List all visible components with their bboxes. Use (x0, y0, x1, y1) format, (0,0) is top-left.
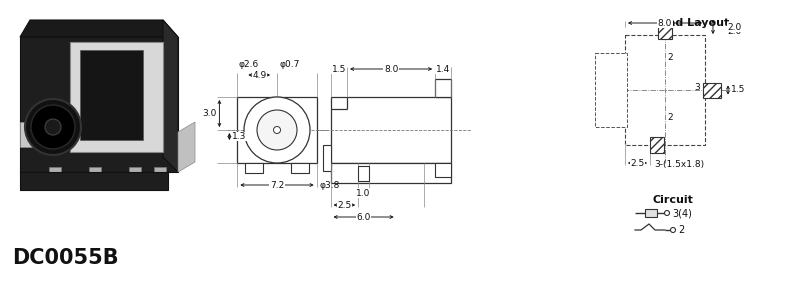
Text: 1.4: 1.4 (436, 65, 450, 73)
Bar (645, 209, 657, 217)
Bar (246, 163, 263, 173)
Bar (658, 23, 672, 39)
Text: 2: 2 (667, 53, 673, 61)
Polygon shape (20, 20, 178, 37)
Circle shape (244, 97, 310, 163)
Text: φ3.8: φ3.8 (320, 181, 340, 189)
Bar (20, 172, 168, 190)
Circle shape (670, 227, 675, 232)
Text: 4.9: 4.9 (252, 71, 266, 79)
Bar (650, 137, 664, 153)
Circle shape (31, 105, 75, 149)
Text: 7.2: 7.2 (270, 181, 284, 189)
Text: 2.5: 2.5 (338, 201, 351, 209)
Bar (129, 167, 141, 187)
Text: 8.0: 8.0 (384, 65, 398, 73)
Text: φ0.7: φ0.7 (279, 60, 299, 69)
Text: 1.5: 1.5 (332, 65, 346, 73)
Text: 3-(1.5x1.8): 3-(1.5x1.8) (654, 160, 704, 170)
Bar (89, 167, 101, 187)
Bar (49, 167, 61, 187)
Text: 3: 3 (694, 83, 700, 93)
Circle shape (257, 110, 297, 150)
Bar (330, 97, 450, 163)
Polygon shape (178, 122, 195, 172)
Circle shape (274, 127, 281, 134)
Text: 8.0: 8.0 (658, 19, 672, 27)
Text: 2.0: 2.0 (727, 22, 742, 32)
Text: 6.0: 6.0 (357, 212, 370, 222)
Bar (322, 145, 330, 171)
Bar (238, 97, 317, 163)
Bar (330, 163, 450, 183)
Text: 1.5: 1.5 (731, 86, 746, 94)
Circle shape (45, 119, 61, 135)
Text: 1.3: 1.3 (232, 132, 246, 141)
Circle shape (665, 211, 670, 216)
Bar (595, 53, 627, 127)
Bar (290, 163, 309, 173)
Bar (154, 167, 166, 187)
Text: Pad Layout: Pad Layout (660, 18, 730, 28)
Bar (435, 163, 450, 177)
Text: 2: 2 (667, 112, 673, 122)
Text: 3(4): 3(4) (672, 208, 692, 218)
Text: 1.0: 1.0 (357, 189, 370, 197)
Bar (625, 35, 705, 145)
Bar (80, 50, 143, 140)
Text: 2: 2 (678, 225, 684, 235)
Polygon shape (20, 122, 37, 147)
Bar (435, 79, 450, 97)
Bar (358, 166, 369, 181)
Circle shape (25, 99, 81, 155)
Polygon shape (20, 37, 178, 172)
Text: 2.0: 2.0 (727, 27, 742, 37)
Bar (70, 42, 163, 152)
Polygon shape (163, 20, 178, 172)
Bar (703, 83, 721, 98)
Text: 3.0: 3.0 (202, 109, 216, 118)
Text: DC0055B: DC0055B (12, 248, 118, 268)
Text: φ2.6: φ2.6 (238, 60, 258, 69)
Text: 2.5: 2.5 (630, 158, 645, 168)
Text: Circuit: Circuit (653, 195, 694, 205)
